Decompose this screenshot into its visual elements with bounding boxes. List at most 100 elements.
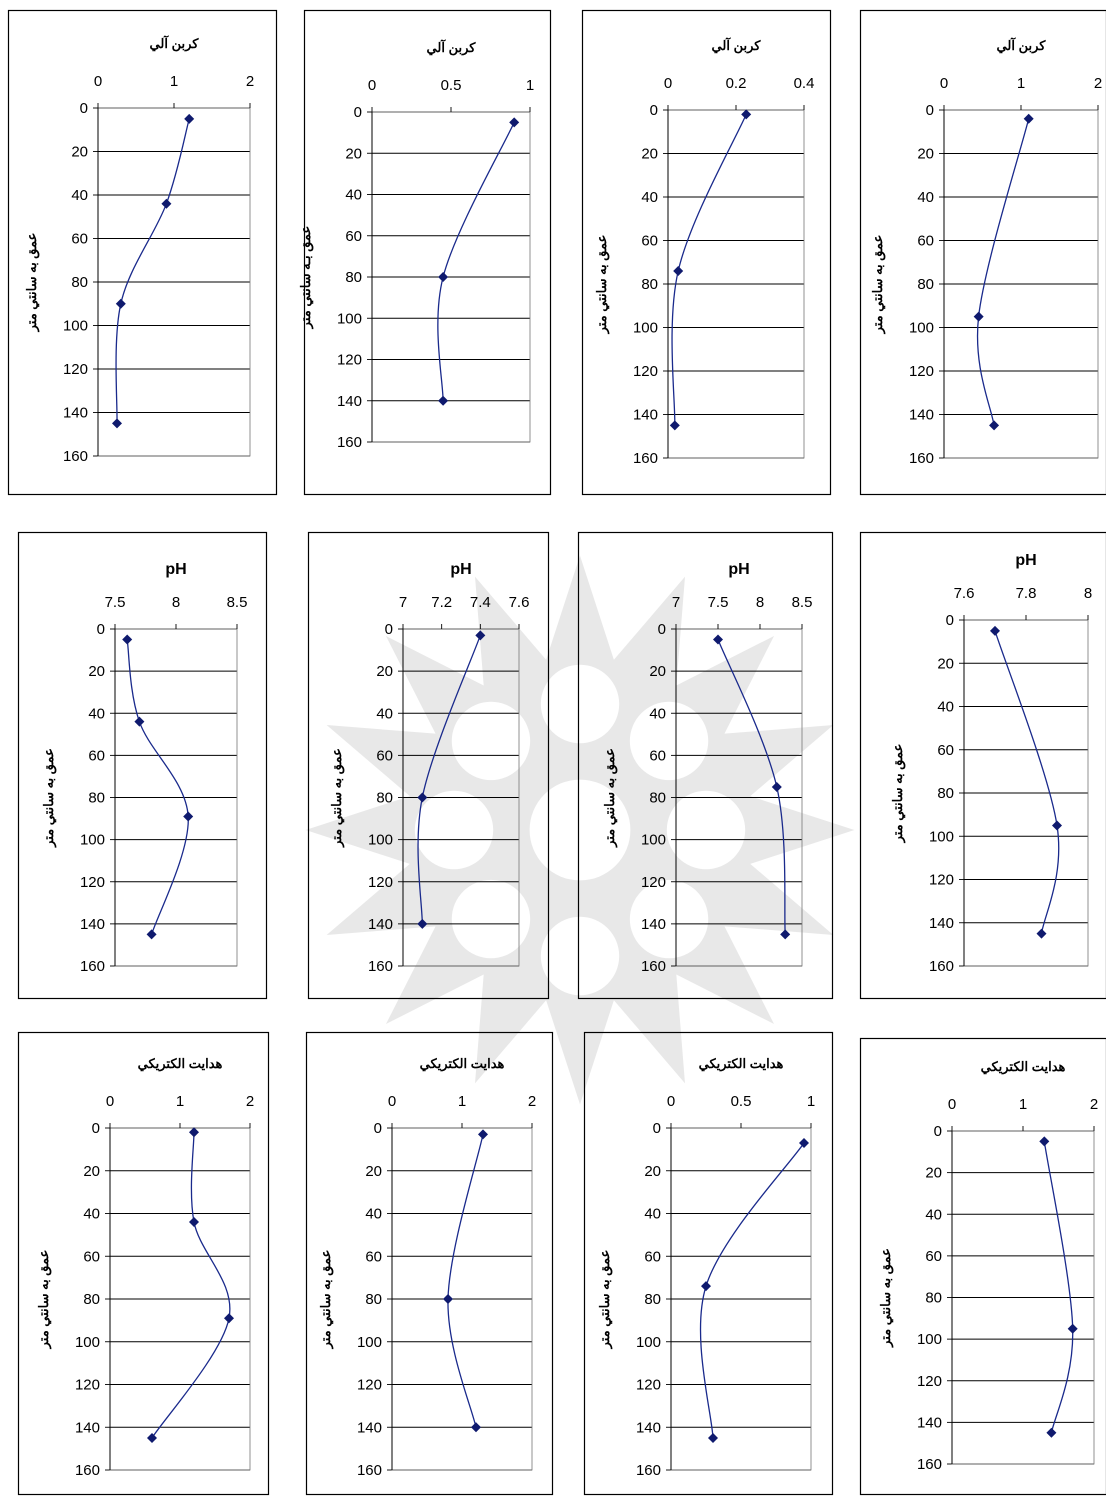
y-tick-label: 20 xyxy=(644,1163,661,1180)
x-tick-label: 2 xyxy=(1090,1096,1098,1113)
chart-frame xyxy=(17,531,268,1000)
x-tick-label: 7.6 xyxy=(509,594,530,611)
chart-2: 0 20 40 60 80 100 120 140 160 0 0.5 1 كربن آلي عمق بـ… xyxy=(298,9,552,496)
chart-title: هدايت الكتريكي xyxy=(138,1056,223,1072)
chart-7: 0 20 40 60 80 100 120 140 160 7 7.5 8 8.5 pH عمق به سا… xyxy=(577,531,834,1000)
data-point xyxy=(122,634,133,645)
y-tick-label: 20 xyxy=(917,146,934,163)
y-tick-label: 100 xyxy=(633,320,658,337)
y-axis-label: عمق به سانتي متر xyxy=(41,748,57,848)
y-tick-label: 60 xyxy=(376,747,393,764)
y-tick-label: 0 xyxy=(92,1120,100,1137)
x-tick-label: 0 xyxy=(388,1093,396,1110)
y-tick-label: 140 xyxy=(80,916,105,933)
x-tick-label: 7.4 xyxy=(470,594,491,611)
x-tick-label: 0 xyxy=(106,1093,114,1110)
data-point xyxy=(189,1217,199,1228)
y-tick-label: 0 xyxy=(653,1120,661,1137)
chart-8: 0 20 40 60 80 100 120 140 160 7.6 7.8 8 pH عمق به سان… xyxy=(859,531,1106,1000)
data-point xyxy=(990,625,1000,636)
y-tick-label: 140 xyxy=(909,407,934,424)
y-tick-label: 140 xyxy=(929,915,954,932)
data-point xyxy=(478,1129,488,1140)
y-tick-label: 160 xyxy=(636,1462,661,1479)
y-tick-label: 0 xyxy=(946,612,954,629)
data-point xyxy=(771,781,782,792)
x-tick-label: 2 xyxy=(246,73,254,90)
series-line xyxy=(115,118,190,424)
x-tick-label: 8.5 xyxy=(792,594,813,611)
data-point xyxy=(1046,1427,1057,1438)
y-tick-label: 120 xyxy=(80,874,105,891)
y-tick-label: 0 xyxy=(374,1120,382,1137)
series-line xyxy=(437,122,515,401)
y-tick-label: 140 xyxy=(357,1419,382,1436)
y-tick-label: 60 xyxy=(937,742,954,759)
chart-frame xyxy=(303,9,552,496)
y-tick-label: 100 xyxy=(917,1331,942,1348)
y-axis-label: عمق به سانتي متر xyxy=(594,235,610,335)
data-point xyxy=(1052,820,1062,831)
data-point xyxy=(112,418,122,429)
y-tick-label: 0 xyxy=(658,621,666,638)
x-tick-label: 1 xyxy=(458,1093,466,1110)
y-tick-label: 120 xyxy=(337,352,362,369)
chart-frame xyxy=(583,1031,834,1496)
x-tick-label: 1 xyxy=(807,1093,815,1110)
y-tick-label: 20 xyxy=(83,1163,100,1180)
y-tick-label: 40 xyxy=(937,699,954,716)
x-tick-label: 0.5 xyxy=(441,77,462,94)
y-axis-label: عمق به سانتي متر xyxy=(878,1248,894,1348)
chart-title: pH xyxy=(165,561,186,578)
chart-title: هدايت الكتريكي xyxy=(420,1056,505,1072)
y-tick-label: 80 xyxy=(937,785,954,802)
y-tick-label: 140 xyxy=(641,916,666,933)
y-tick-label: 0 xyxy=(97,621,105,638)
y-tick-label: 100 xyxy=(63,318,88,335)
x-tick-label: 8 xyxy=(172,594,180,611)
x-tick-label: 2 xyxy=(246,1093,254,1110)
y-tick-label: 40 xyxy=(649,705,666,722)
y-tick-label: 60 xyxy=(345,228,362,245)
chart-title: هدايت الكتريكي xyxy=(981,1059,1066,1075)
data-point xyxy=(417,792,428,803)
y-tick-label: 100 xyxy=(80,832,105,849)
data-point xyxy=(1036,928,1047,939)
y-tick-label: 60 xyxy=(83,1248,100,1265)
y-tick-label: 80 xyxy=(88,790,105,807)
y-tick-label: 40 xyxy=(644,1206,661,1223)
y-axis-label: عمق به سانتي متر xyxy=(318,1250,334,1350)
data-point xyxy=(713,634,723,645)
chart-frame xyxy=(859,9,1106,496)
data-point xyxy=(443,1294,453,1304)
y-tick-label: 40 xyxy=(925,1206,942,1223)
data-point xyxy=(1023,113,1034,124)
x-tick-label: 8 xyxy=(1084,585,1092,602)
data-point xyxy=(989,420,1000,431)
data-point xyxy=(1039,1136,1050,1147)
y-tick-label: 160 xyxy=(80,958,105,975)
chart-title: pH xyxy=(728,561,749,578)
chart-3: 0 20 40 60 80 100 120 140 160 0 0.2 0.4 كربن آلي عمق … xyxy=(581,9,832,496)
chart-5: 0 20 40 60 80 100 120 140 160 7.5 8 8.5 pH عمق به سان… xyxy=(17,531,268,1000)
y-axis-label: عمق به سانتي متر xyxy=(602,748,618,848)
y-tick-label: 60 xyxy=(644,1248,661,1265)
y-tick-label: 20 xyxy=(925,1165,942,1182)
x-tick-label: 0 xyxy=(368,77,376,94)
y-tick-label: 160 xyxy=(368,958,393,975)
y-tick-label: 120 xyxy=(641,874,666,891)
y-axis-label: عمق به سانتي متر xyxy=(890,744,906,844)
y-tick-label: 100 xyxy=(337,310,362,327)
y-tick-label: 40 xyxy=(376,705,393,722)
x-tick-label: 0.2 xyxy=(726,75,747,92)
series-line xyxy=(699,1142,805,1438)
y-tick-label: 60 xyxy=(641,233,658,250)
x-tick-label: 0 xyxy=(948,1096,956,1113)
y-axis-label: عمق به سانتي متر xyxy=(36,1250,52,1350)
data-point xyxy=(973,311,984,322)
y-tick-label: 160 xyxy=(337,434,362,451)
y-tick-label: 120 xyxy=(357,1377,382,1394)
y-tick-label: 140 xyxy=(63,405,88,422)
y-tick-label: 20 xyxy=(345,145,362,162)
